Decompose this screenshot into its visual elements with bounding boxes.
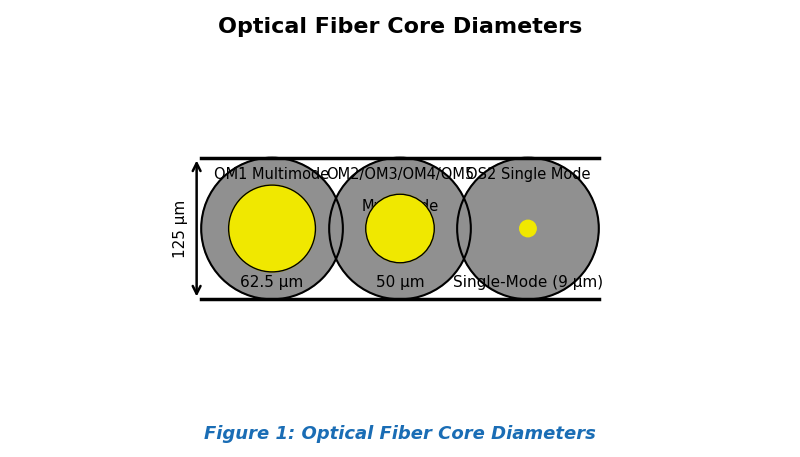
Text: 62.5 μm: 62.5 μm [241,275,304,290]
Circle shape [329,158,471,299]
Text: 50 μm: 50 μm [376,275,424,290]
Circle shape [229,185,315,272]
Circle shape [457,158,598,299]
Circle shape [202,158,343,299]
Text: Multimode: Multimode [362,199,438,214]
Text: Single-Mode (9 μm): Single-Mode (9 μm) [453,275,603,290]
Text: Optical Fiber Core Diameters: Optical Fiber Core Diameters [218,17,582,37]
Text: OS2 Single Mode: OS2 Single Mode [466,167,590,182]
Circle shape [366,194,434,263]
Circle shape [520,220,536,237]
Text: OM2/OM3/OM4/OM5: OM2/OM3/OM4/OM5 [326,167,474,182]
Text: 125 μm: 125 μm [173,199,188,258]
Text: OM1 Multimode: OM1 Multimode [214,167,330,182]
Text: Figure 1: Optical Fiber Core Diameters: Figure 1: Optical Fiber Core Diameters [204,425,596,443]
